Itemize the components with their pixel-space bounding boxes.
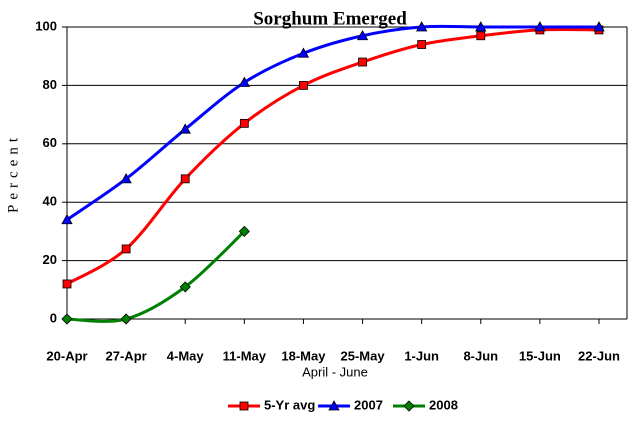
marker [121,244,131,254]
series-line [66,24,599,221]
marker [299,81,308,90]
series-line [66,27,600,286]
marker [358,57,367,67]
marker [415,21,428,32]
x-tick-label: 11-May [223,348,267,363]
marker [179,123,191,134]
x-tick-label: 20-Apr [46,348,87,363]
marker [238,76,251,87]
marker [356,29,369,41]
y-tick-label: 100 [35,18,57,33]
chart-title: Sorghum Emerged [253,8,407,29]
x-tick-label: 25-May [341,348,386,363]
legend-label: 5-Yr avg [264,397,315,412]
marker [297,47,310,58]
marker [239,118,249,128]
marker [179,281,191,293]
y-axis-label: Percent [5,133,21,213]
series-line [66,230,246,323]
legend-label: 2007 [354,397,383,412]
marker [120,313,132,325]
marker [120,173,132,184]
x-axis-label: April - June [302,364,368,379]
marker [62,279,72,289]
marker [475,21,487,32]
x-tick-label: 15-Jun [519,348,561,363]
x-tick-label: 18-May [281,348,326,363]
y-tick-label: 40 [43,194,57,209]
marker [239,401,249,411]
y-tick-label: 60 [43,135,57,150]
x-tick-label: 22-Jun [578,348,620,363]
x-tick-label: 1-Jun [404,348,439,363]
legend-label: 2008 [429,397,458,412]
marker [403,400,415,412]
y-tick-label: 20 [43,252,57,267]
marker [61,313,73,325]
marker [593,21,605,32]
marker [417,40,427,49]
y-tick-label: 80 [43,77,57,92]
x-tick-label: 27-Apr [106,348,147,363]
y-tick-label: 0 [50,310,57,325]
marker [61,213,73,225]
marker [180,174,190,184]
x-tick-label: 8-Jun [463,348,498,363]
marker [238,225,250,237]
x-tick-label: 4-May [167,348,205,363]
marker [534,21,546,32]
marker [328,400,340,411]
marker [476,31,486,41]
